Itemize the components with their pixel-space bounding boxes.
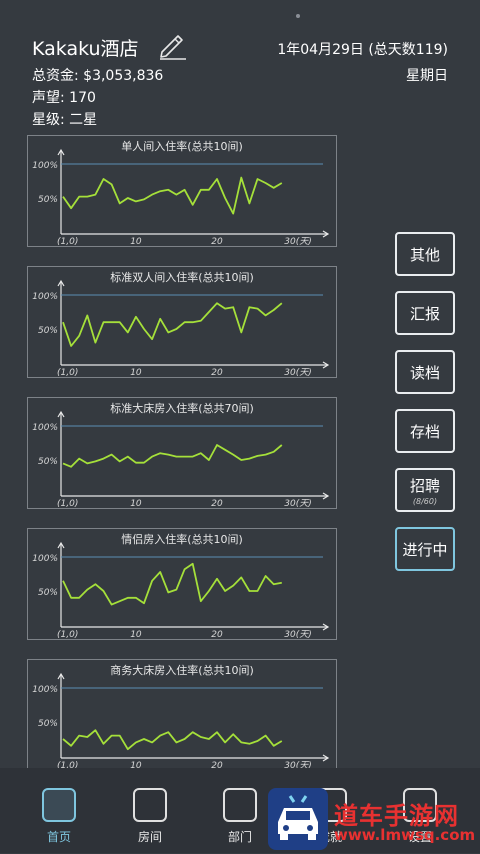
y-tick-label: 100%: [32, 161, 58, 171]
x-tick-label: 20: [211, 237, 223, 246]
recruit-count: (8/60): [412, 496, 438, 506]
chart-svg: 100% 50% (1,0) 10 20 30(天): [32, 541, 330, 639]
date-label: 1年04月29日 (总天数119): [277, 42, 448, 58]
home-icon: [42, 788, 76, 822]
x-axis-arrow: [322, 623, 330, 631]
save-button[interactable]: 存档: [395, 409, 455, 453]
x-axis-arrow: [322, 754, 330, 762]
status-dot: [296, 14, 300, 18]
edit-pencil-icon[interactable]: [156, 30, 188, 60]
x-tick-label: 30(天): [284, 237, 311, 246]
y-tick-label: 50%: [38, 588, 58, 598]
weekday-label: 星期日: [406, 68, 448, 84]
report-button[interactable]: 汇报: [395, 291, 455, 335]
y-axis-arrow: [57, 410, 65, 418]
x-tick-label: 20: [211, 368, 223, 377]
y-tick-label: 50%: [38, 719, 58, 729]
series-line: [62, 176, 283, 215]
chart-svg: 100% 50% (1,0) 10 20 30(天): [32, 410, 330, 508]
x-tick-label: 30(天): [284, 368, 311, 377]
nav-rooms-label: 房间: [137, 830, 162, 844]
other-label: 其他: [409, 245, 440, 264]
chart-standard-king: 标准大床房入住率(总共70间) 100% 50% (1,0) 10 20 30(天): [27, 397, 337, 509]
y-tick-label: 100%: [32, 423, 58, 433]
x-tick-label: (1,0): [57, 761, 78, 770]
watermark-url: www.lmwsq.com: [334, 826, 476, 844]
bottom-nav: 首页 房间 部门 成就 设置: [0, 768, 480, 853]
departments-icon: [223, 788, 257, 822]
y-axis-arrow: [57, 148, 65, 156]
star-rating-label: 星级: 二星: [32, 112, 98, 128]
recruit-button[interactable]: 招聘 (8/60): [395, 468, 455, 512]
x-axis-arrow: [322, 492, 330, 500]
nav-home-label: 首页: [46, 830, 71, 844]
funds-label: 总资金: $3,053,836: [32, 68, 164, 84]
rooms-icon: [133, 788, 167, 822]
y-tick-label: 50%: [38, 326, 58, 336]
chart-standard-twin: 标准双人间入住率(总共10间) 100% 50% (1,0) 10 20 30(天): [27, 266, 337, 378]
nav-departments[interactable]: 部门: [210, 788, 270, 845]
x-tick-label: 20: [211, 630, 223, 639]
in-progress-label: 进行中: [402, 540, 448, 559]
nav-departments-label: 部门: [227, 830, 252, 844]
chart-title: 情侣房入住率(总共10间): [121, 533, 243, 546]
x-tick-label: 20: [211, 499, 223, 508]
chart-title: 标准双人间入住率(总共10间): [110, 271, 254, 284]
chart-title: 商务大床房入住率(总共10间): [110, 664, 254, 677]
y-tick-label: 100%: [32, 554, 58, 564]
nav-home[interactable]: 首页: [29, 788, 89, 845]
in-progress-button[interactable]: 进行中: [395, 527, 455, 571]
chart-title: 标准大床房入住率(总共70间): [110, 402, 254, 415]
chart-title: 单人间入住率(总共10间): [121, 140, 243, 153]
x-tick-label: 10: [130, 237, 142, 246]
nav-rooms[interactable]: 房间: [120, 788, 180, 845]
chart-single-room: 单人间入住率(总共10间) 100% 50% (1,0) 10 20 30(天): [27, 135, 337, 247]
chart-business-king: 商务大床房入住率(总共10间) 100% 50% (1,0) 10 20 30(天): [27, 659, 337, 771]
x-tick-label: 10: [130, 630, 142, 639]
x-tick-label: (1,0): [57, 237, 78, 246]
watermark-text: 道车手游网: [334, 802, 459, 830]
x-axis-arrow: [322, 361, 330, 369]
x-tick-label: (1,0): [57, 499, 78, 508]
series-line: [62, 729, 283, 751]
x-tick-label: 20: [211, 761, 223, 770]
hotel-name: Kakaku酒店: [32, 38, 139, 60]
x-tick-label: (1,0): [57, 630, 78, 639]
y-axis-arrow: [57, 541, 65, 549]
x-tick-label: (1,0): [57, 368, 78, 377]
nav-settings[interactable]: 设置: [390, 788, 450, 845]
series-line: [62, 444, 283, 468]
series-line: [62, 562, 282, 606]
save-label: 存档: [409, 422, 440, 441]
nav-settings-label: 设置: [407, 830, 432, 844]
y-tick-label: 100%: [32, 685, 58, 695]
recruit-label: 招聘: [409, 476, 440, 495]
report-label: 汇报: [409, 304, 440, 323]
y-tick-label: 50%: [38, 195, 58, 205]
x-tick-label: 30(天): [284, 499, 311, 508]
x-axis-arrow: [322, 230, 330, 238]
other-button[interactable]: 其他: [395, 232, 455, 276]
load-button[interactable]: 读档: [395, 350, 455, 394]
reputation-label: 声望: 170: [32, 90, 96, 106]
x-tick-label: 10: [130, 368, 142, 377]
chart-svg: 100% 50% (1,0) 10 20 30(天): [32, 148, 330, 246]
series-line: [62, 302, 283, 347]
x-tick-label: 10: [130, 499, 142, 508]
car-logo-icon: [268, 788, 328, 850]
x-tick-label: 30(天): [284, 630, 311, 639]
load-label: 读档: [409, 363, 440, 382]
watermark: 道车手游网 www.lmwsq.com: [268, 788, 480, 850]
chart-svg: 100% 50% (1,0) 10 20 30(天): [32, 279, 330, 377]
y-tick-label: 50%: [38, 457, 58, 467]
x-tick-label: 30(天): [284, 761, 311, 770]
chart-svg: 100% 50% (1,0) 10 20 30(天): [32, 672, 330, 770]
y-tick-label: 100%: [32, 292, 58, 302]
chart-couple-room: 情侣房入住率(总共10间) 100% 50% (1,0) 10 20 30(天): [27, 528, 337, 640]
x-tick-label: 10: [130, 761, 142, 770]
y-axis-arrow: [57, 279, 65, 287]
settings-icon: [403, 788, 437, 822]
y-axis-arrow: [57, 672, 65, 680]
